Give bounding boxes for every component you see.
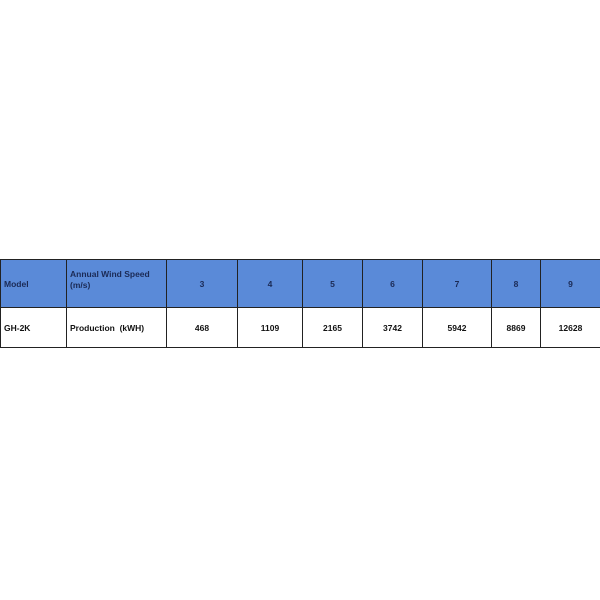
model-cell: GH-2K	[0, 307, 67, 348]
production-value: 2165	[302, 307, 363, 348]
production-value: 5942	[422, 307, 492, 348]
header-speed: 6	[362, 259, 423, 308]
header-speed: 3	[166, 259, 238, 308]
header-speed: 8	[491, 259, 541, 308]
production-value: 3742	[362, 307, 423, 348]
header-speed: 5	[302, 259, 363, 308]
production-value: 12628	[540, 307, 600, 348]
production-value: 8869	[491, 307, 541, 348]
row-label-cell: Production (kWH)	[66, 307, 167, 348]
table-row: GH-2K Production (kWH) 468 1109 2165 374…	[0, 307, 600, 348]
header-speed: 4	[237, 259, 303, 308]
production-value: 468	[166, 307, 238, 348]
header-speed: 7	[422, 259, 492, 308]
header-model: Model	[0, 259, 67, 308]
header-speed: 9	[540, 259, 600, 308]
production-value: 1109	[237, 307, 303, 348]
production-table: Model Annual Wind Speed (m/s) 3 4 5 6 7 …	[0, 259, 600, 348]
header-wind-speed: Annual Wind Speed (m/s)	[66, 259, 167, 308]
header-row: Model Annual Wind Speed (m/s) 3 4 5 6 7 …	[0, 259, 600, 308]
